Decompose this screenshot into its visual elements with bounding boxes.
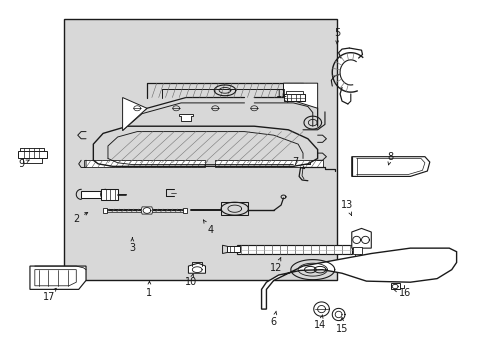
Polygon shape	[141, 207, 153, 214]
Text: 11: 11	[275, 89, 287, 102]
Text: 17: 17	[43, 288, 56, 302]
Polygon shape	[83, 160, 205, 167]
Bar	[64, 19, 336, 280]
Polygon shape	[390, 283, 399, 289]
Text: 4: 4	[203, 220, 213, 235]
Text: 7: 7	[292, 157, 304, 169]
Text: 10: 10	[184, 274, 197, 287]
Polygon shape	[122, 98, 147, 131]
Text: 5: 5	[333, 28, 340, 44]
Polygon shape	[30, 266, 86, 289]
Text: 15: 15	[335, 318, 347, 334]
Polygon shape	[352, 247, 361, 253]
Text: 12: 12	[269, 257, 282, 273]
Polygon shape	[261, 248, 456, 309]
Polygon shape	[283, 83, 317, 108]
Polygon shape	[188, 263, 205, 273]
Polygon shape	[227, 246, 239, 252]
Polygon shape	[81, 191, 105, 198]
Text: 16: 16	[393, 288, 411, 298]
Polygon shape	[285, 91, 303, 94]
Polygon shape	[237, 245, 351, 253]
Text: 6: 6	[270, 311, 276, 327]
Text: 14: 14	[313, 315, 325, 330]
Polygon shape	[215, 160, 322, 167]
Polygon shape	[103, 208, 107, 213]
Polygon shape	[351, 157, 429, 176]
Text: 9: 9	[18, 159, 29, 169]
Text: 1: 1	[146, 282, 152, 298]
Text: 8: 8	[387, 152, 393, 165]
Polygon shape	[101, 189, 118, 200]
Polygon shape	[18, 151, 47, 158]
Text: 13: 13	[340, 200, 352, 216]
Text: 2: 2	[73, 212, 87, 224]
Polygon shape	[351, 228, 370, 248]
Text: 3: 3	[129, 238, 135, 253]
Polygon shape	[178, 114, 193, 121]
Polygon shape	[183, 208, 186, 213]
Polygon shape	[283, 94, 305, 101]
